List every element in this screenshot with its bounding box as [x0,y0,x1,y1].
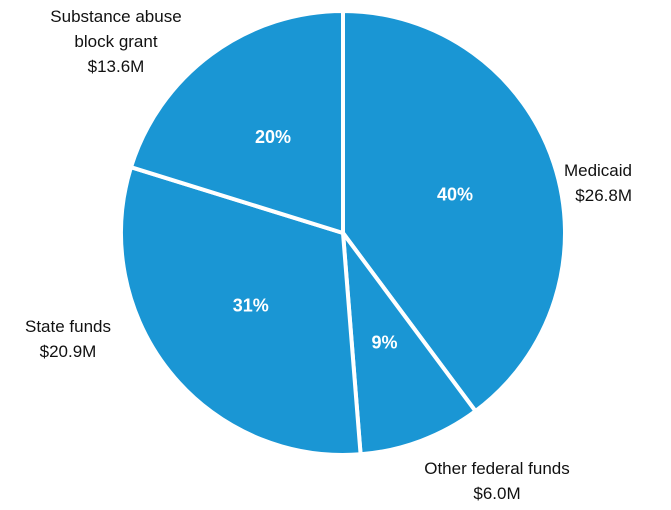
pie-slice-other-federal-funds [340,226,479,457]
category-label-substance-abuse-block-grant: Substance abuse block grant $13.6M [50,7,181,76]
percent-labels: 40% 9% 31% 20% [233,127,473,353]
pie-slice-state-funds [119,164,363,457]
percent-label-state-funds: 31% [233,295,269,315]
pie-slice-substance-abuse-block-grant [128,8,345,236]
percent-label-other-federal-funds: 9% [371,332,397,352]
pie-slice-medicaid [341,8,567,414]
category-label-medicaid: Medicaid $26.8M [564,161,632,205]
percent-label-medicaid: 40% [437,185,473,205]
pie-slices [119,8,567,457]
percent-label-substance-abuse-block-grant: 20% [255,127,291,147]
category-label-state-funds: State funds $20.9M [25,317,111,361]
category-labels: Medicaid $26.8M Other federal funds $6.0M St… [25,7,632,503]
category-label-other-federal-funds: Other federal funds $6.0M [424,459,570,503]
